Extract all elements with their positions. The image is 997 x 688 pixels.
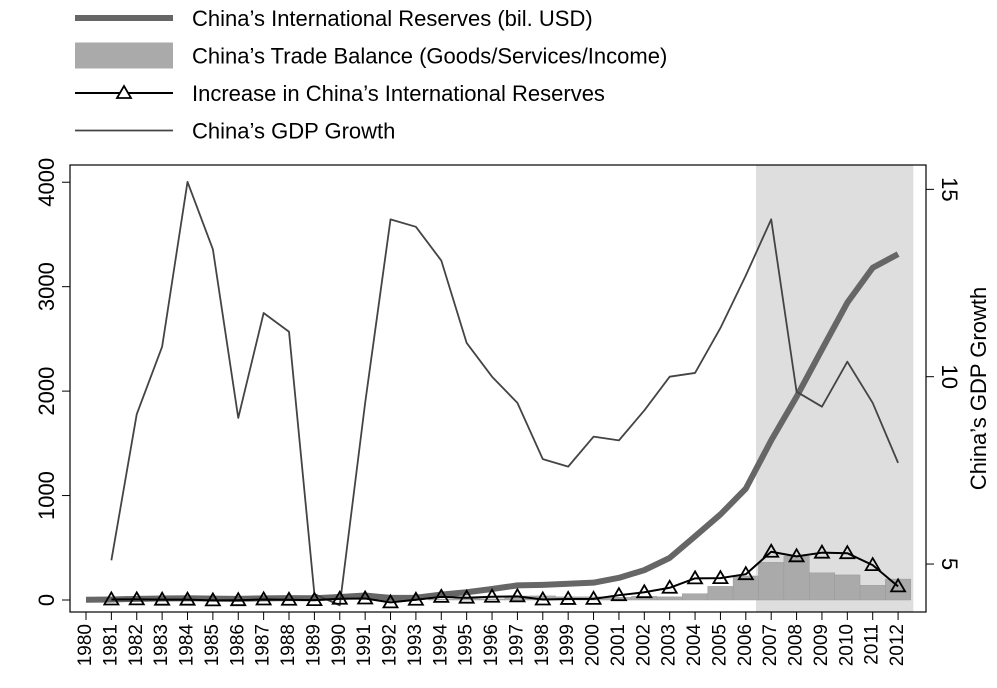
triangle-marker [661, 578, 679, 594]
triangle-marker [407, 590, 425, 606]
triangle-marker [331, 589, 349, 605]
triangle-marker [305, 591, 323, 606]
triangle-marker [534, 590, 552, 606]
x-tick-label: 1980 [75, 624, 96, 666]
triangle-marker [458, 588, 476, 604]
triangle-marker [229, 591, 247, 607]
triangle-marker [102, 590, 120, 606]
triangle-marker [864, 556, 882, 572]
x-tick-label: 1999 [557, 624, 578, 666]
bar [682, 593, 708, 601]
legend-label: Increase in China’s International Reserv… [192, 81, 605, 106]
bar [885, 578, 912, 601]
triangle-marker [153, 590, 171, 606]
x-tick-label: 1986 [227, 624, 248, 666]
triangle-marker [178, 590, 197, 606]
x-tick-label: 1987 [253, 624, 274, 666]
x-tick-label: 2012 [887, 624, 908, 666]
triangle-marker [635, 583, 653, 599]
triangle-marker [255, 590, 273, 606]
series-line [110, 180, 899, 607]
x-tick-label: 1997 [506, 624, 527, 666]
legend-label: China’s GDP Growth [192, 119, 395, 144]
triangle-marker [686, 569, 704, 585]
x-tick-label: 2011 [862, 624, 883, 665]
triangle-marker [838, 544, 856, 560]
x-tick-label: 2001 [608, 624, 629, 666]
triangle-marker [788, 547, 806, 563]
x-tick-label: 2010 [836, 624, 857, 666]
x-tick-label: 1994 [430, 624, 451, 667]
y-tick-label: 1000 [34, 471, 59, 520]
triangle-marker [559, 590, 577, 605]
x-tick-label: 2006 [735, 624, 756, 666]
bar [479, 598, 505, 601]
x-tick-label: 2005 [709, 624, 730, 666]
triangle-marker [737, 565, 755, 581]
x-tick-label: 1988 [278, 624, 299, 666]
y2-axis-label: China’s GDP Growth [966, 287, 991, 490]
x-tick-label: 1982 [126, 624, 147, 666]
x-tick-label: 2002 [633, 624, 654, 666]
triangle-marker [128, 590, 146, 606]
y2-tick-label: 15 [937, 177, 962, 201]
x-tick-label: 1996 [481, 624, 502, 666]
triangle-marker [889, 577, 907, 593]
legend: China’s International Reserves (bil. USD… [75, 6, 667, 144]
triangle-marker [381, 593, 400, 609]
triangle-marker [356, 589, 374, 605]
triangle-marker [711, 569, 730, 585]
y-tick-label: 3000 [34, 262, 59, 311]
x-tick-label: 1989 [303, 624, 324, 666]
bar [758, 562, 785, 601]
x-tick-label: 2007 [760, 624, 781, 666]
triangle-marker [280, 590, 298, 606]
x-tick-label: 2008 [786, 624, 807, 666]
y-tick-label: 4000 [34, 158, 59, 207]
x-tick-label: 1991 [354, 624, 375, 666]
legend-label: China’s Trade Balance (Goods/Services/In… [192, 44, 667, 69]
x-tick-label: 1990 [329, 624, 350, 666]
y-tick-label: 0 [34, 594, 59, 606]
x-tick-label: 1995 [456, 624, 477, 666]
legend-label: China’s International Reserves (bil. USD… [192, 6, 593, 31]
bar [453, 598, 480, 601]
x-tick-label: 1983 [151, 624, 172, 666]
triangle-marker [813, 543, 831, 559]
x-tick-label: 2004 [684, 624, 705, 667]
triangle-marker [610, 586, 628, 602]
x-tick-label: 1984 [177, 624, 198, 667]
bar [809, 572, 835, 601]
legend-marker [115, 84, 133, 99]
triangle-marker [584, 590, 603, 605]
highlight-region [755, 165, 914, 612]
bar [428, 598, 455, 601]
triangle-marker [204, 591, 222, 607]
bar [707, 586, 734, 601]
x-tick-label: 2000 [583, 624, 604, 666]
bar [783, 555, 810, 601]
y-tick-label: 2000 [34, 367, 59, 416]
plot-frame [69, 164, 927, 613]
x-tick-label: 1993 [405, 624, 426, 666]
triangle-marker [762, 542, 780, 558]
bar [834, 574, 861, 601]
y2-tick-label: 5 [937, 558, 962, 570]
x-tick-label: 1985 [202, 624, 223, 666]
x-tick-label: 1998 [532, 624, 553, 666]
x-tick-label: 2009 [811, 624, 832, 666]
x-tick-label: 2003 [659, 624, 680, 666]
legend-swatch [75, 42, 173, 69]
y2-tick-label: 10 [937, 364, 962, 388]
bar [656, 596, 683, 601]
x-tick-label: 1981 [100, 624, 121, 666]
x-tick-label: 1992 [380, 624, 401, 666]
triangle-marker [508, 587, 526, 603]
triangle-marker [432, 588, 450, 603]
bar [859, 585, 886, 601]
triangle-marker [483, 587, 501, 603]
